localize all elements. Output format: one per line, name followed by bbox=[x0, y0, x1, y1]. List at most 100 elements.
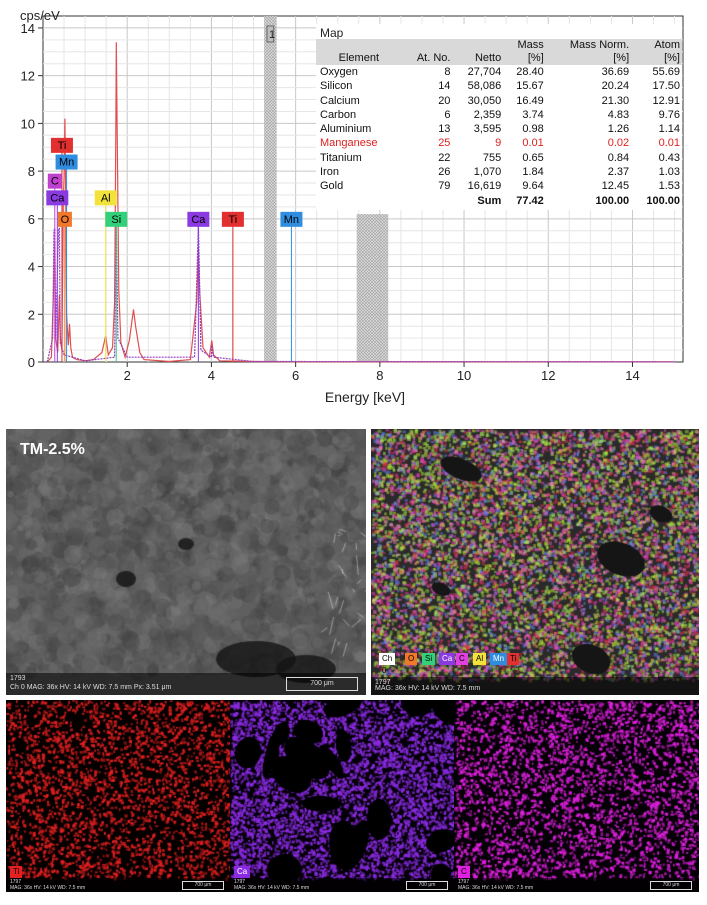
y-tick-label: 12 bbox=[21, 69, 35, 84]
cell-atom: 9.76 bbox=[658, 108, 680, 121]
x-tick-label: 12 bbox=[541, 368, 555, 383]
legend-chip: Mn bbox=[490, 653, 508, 665]
x-axis-label: Energy [keV] bbox=[325, 389, 405, 405]
cell-norm: 20.24 bbox=[601, 80, 630, 93]
cell-element: Manganese bbox=[320, 137, 378, 150]
eds-overlay-panel: Ch 0 O Si Ca C Al Mn Ti 1797 MAG: 36x HV: 14 kV… bbox=[371, 429, 699, 695]
cell-atom: 1.03 bbox=[658, 166, 680, 179]
map-element-chip: Ca bbox=[234, 866, 251, 878]
cell-netto: 27,704 bbox=[467, 66, 502, 78]
element-map-ca: Ca 1797 MAG: 36x HV: 14 kV WD: 7.5 mm 70… bbox=[230, 700, 454, 892]
cell-at-no: 79 bbox=[438, 180, 451, 193]
sum-mass: 77.42 bbox=[516, 194, 544, 207]
cell-netto: 3,595 bbox=[473, 123, 502, 136]
cell-norm: 12.45 bbox=[601, 180, 630, 193]
cell-mass: 1.84 bbox=[522, 166, 544, 179]
y-tick-label: 10 bbox=[21, 116, 35, 131]
cell-atom: 1.53 bbox=[658, 180, 680, 193]
cell-netto: 755 bbox=[482, 151, 502, 164]
quantification-table-panel: Map Element At. No. Netto Mass [%] Mass N… bbox=[316, 24, 682, 210]
cell-norm: 36.69 bbox=[601, 66, 630, 78]
cell-norm: 0.02 bbox=[607, 137, 630, 150]
eds-overlay-map bbox=[371, 429, 699, 695]
sem-image bbox=[6, 429, 366, 695]
cell-atom: 0.43 bbox=[658, 151, 680, 164]
cell-at-no: 6 bbox=[444, 108, 451, 121]
element-tag: Al bbox=[101, 192, 111, 204]
legend-chip: Ti bbox=[507, 653, 520, 665]
element-map-c: C 1797 MAG: 36x HV: 14 kV WD: 7.5 mm 700… bbox=[454, 700, 699, 892]
legend-chip: C bbox=[456, 653, 468, 665]
cell-element: Carbon bbox=[320, 108, 357, 121]
element-tag: C bbox=[51, 176, 59, 188]
table-row: Titanium 22 755 0.65 0.84 0.43 bbox=[316, 151, 682, 165]
cell-mass: 0.98 bbox=[522, 123, 544, 136]
cell-netto: 16,619 bbox=[467, 180, 502, 193]
col-header: Mass [%] bbox=[503, 39, 546, 65]
legend-chip: Ca bbox=[439, 653, 456, 665]
scale-bar: 700 μm bbox=[286, 677, 358, 691]
element-tag: Ti bbox=[58, 140, 67, 152]
y-tick-label: 8 bbox=[28, 164, 35, 179]
region-highlights bbox=[264, 16, 389, 362]
map-element-chip: Ti bbox=[10, 866, 23, 878]
table-row: Carbon 6 2,359 3.74 4.83 9.76 bbox=[316, 108, 682, 122]
chart-axes: 2 4 6 8 10 12 14 0 2 4 6 8 10 12 14 bbox=[21, 21, 640, 383]
sample-label: TM-2.5% bbox=[20, 441, 85, 458]
cell-at-no: 14 bbox=[438, 80, 451, 93]
cell-element: Iron bbox=[320, 166, 339, 179]
x-tick-label: 8 bbox=[376, 368, 383, 383]
element-tag-bg bbox=[55, 154, 78, 170]
element-tag-bg bbox=[94, 190, 117, 206]
cell-atom: 12.91 bbox=[652, 94, 680, 107]
table-row: Calcium 20 30,050 16.49 21.30 12.91 bbox=[316, 94, 682, 108]
y-axis-label: cps/eV bbox=[20, 8, 60, 23]
cell-netto: 1,070 bbox=[473, 166, 502, 179]
cell-mass: 28.40 bbox=[516, 66, 544, 78]
table-title: Map bbox=[320, 26, 344, 40]
legend-chip: Si bbox=[422, 653, 436, 665]
element-tag-bg bbox=[187, 211, 210, 227]
y-tick-label: 4 bbox=[28, 260, 35, 275]
element-tag-bg bbox=[221, 211, 244, 227]
x-tick-label: 10 bbox=[457, 368, 471, 383]
element-tag: Ca bbox=[50, 192, 65, 204]
cell-at-no: 13 bbox=[438, 123, 451, 136]
y-tick-label: 14 bbox=[21, 21, 35, 36]
cell-netto: 58,086 bbox=[467, 80, 502, 93]
ca-map-image bbox=[230, 700, 454, 892]
y-tick-label: 0 bbox=[28, 355, 35, 370]
col-header: Mass Norm. [%] bbox=[545, 39, 632, 65]
cell-at-no: 20 bbox=[438, 94, 451, 107]
cell-at-no: 22 bbox=[438, 151, 451, 164]
element-tag: Si bbox=[111, 214, 121, 226]
table-header-row: Element At. No. Netto Mass [%] Mass Norm.… bbox=[316, 39, 682, 65]
c-map-image bbox=[454, 700, 699, 892]
element-tag-bg bbox=[50, 137, 73, 153]
legend-chip: Ch 0 bbox=[379, 653, 396, 675]
col-header: Netto bbox=[452, 39, 504, 65]
cell-at-no: 25 bbox=[438, 137, 451, 150]
x-tick-label: 14 bbox=[625, 368, 639, 383]
element-tag: Mn bbox=[59, 157, 74, 169]
table-row: Oxygen 8 27,704 28.40 36.69 55.69 bbox=[316, 65, 682, 79]
cell-element: Oxygen bbox=[320, 66, 358, 78]
col-header: Atom [%] bbox=[631, 39, 682, 65]
element-tag-bg bbox=[57, 211, 72, 227]
cell-norm: 4.83 bbox=[607, 108, 630, 121]
quantification-table: Element At. No. Netto Mass [%] Mass Norm.… bbox=[316, 39, 682, 208]
cell-element: Titanium bbox=[320, 151, 362, 164]
table-sum-row: Sum 77.42 100.00 100.00 bbox=[316, 194, 682, 208]
cell-netto: 9 bbox=[495, 137, 502, 150]
element-tag: Mn bbox=[284, 214, 299, 226]
cell-norm: 2.37 bbox=[607, 166, 630, 179]
cell-mass: 15.67 bbox=[516, 80, 544, 93]
cell-element: Aluminium bbox=[320, 123, 372, 136]
cell-at-no: 8 bbox=[444, 66, 451, 78]
x-tick-label: 6 bbox=[292, 368, 299, 383]
table-row: Silicon 14 58,086 15.67 20.24 17.50 bbox=[316, 79, 682, 93]
cell-netto: 2,359 bbox=[473, 108, 502, 121]
cell-atom: 17.50 bbox=[652, 80, 680, 93]
sem-image-panel: TM-2.5% 1793 Ch 0 MAG: 36x HV: 14 kV WD:… bbox=[6, 429, 366, 695]
